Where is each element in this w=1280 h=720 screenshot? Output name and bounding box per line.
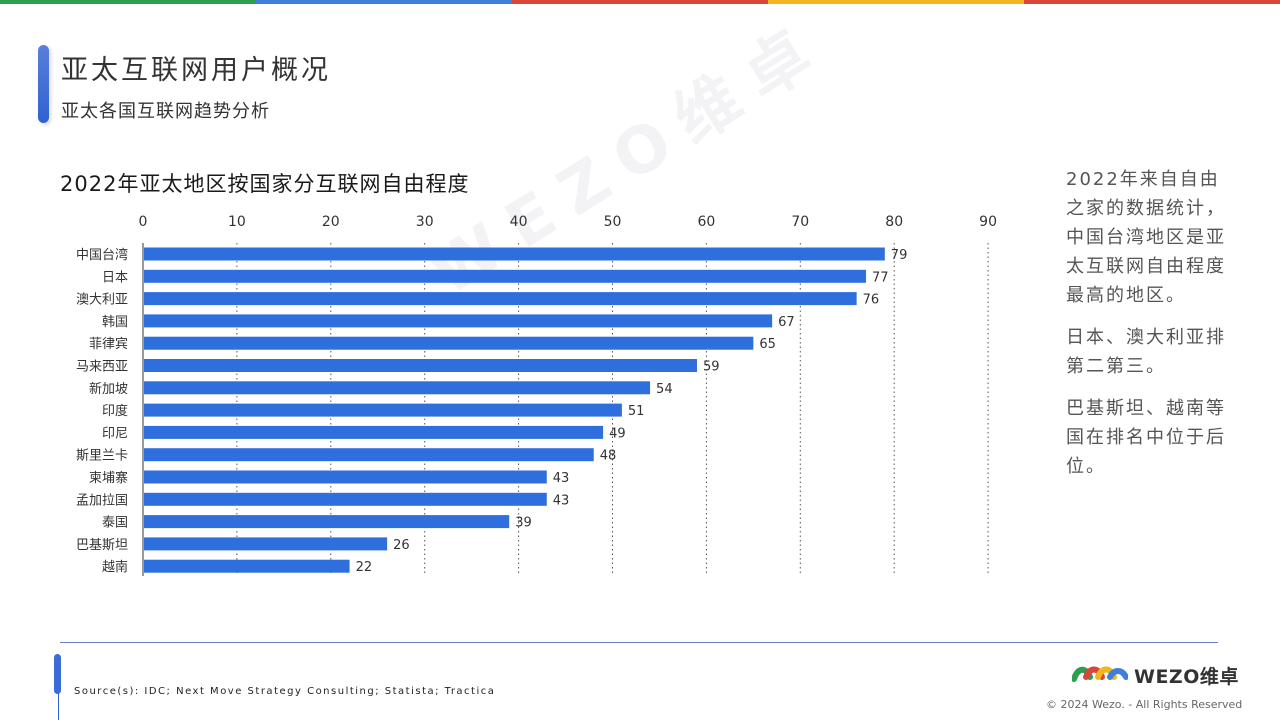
data-label: 65 bbox=[759, 337, 776, 352]
data-label: 39 bbox=[515, 516, 532, 531]
top-color-bar bbox=[0, 0, 1280, 4]
category-label: 澳大利亚 bbox=[76, 292, 128, 308]
bar bbox=[144, 537, 388, 551]
bar bbox=[144, 381, 651, 395]
page-title: 亚太互联网用户概况 bbox=[61, 55, 331, 86]
data-label: 43 bbox=[553, 471, 570, 486]
bar bbox=[144, 292, 857, 306]
category-label: 越南 bbox=[102, 559, 128, 575]
x-tick-label: 40 bbox=[510, 214, 528, 230]
x-tick-label: 80 bbox=[885, 214, 903, 230]
x-tick-label: 90 bbox=[979, 214, 997, 230]
category-label: 新加坡 bbox=[89, 381, 128, 397]
x-tick-label: 70 bbox=[791, 214, 809, 230]
source-note: Source(s): IDC; Next Move Strategy Consu… bbox=[74, 686, 496, 697]
bar bbox=[144, 269, 867, 283]
wezo-logo: WEZO维卓 bbox=[1072, 662, 1239, 689]
wezo-logo-icon bbox=[1072, 666, 1128, 682]
bar bbox=[144, 403, 622, 417]
data-label: 77 bbox=[872, 270, 889, 285]
bar bbox=[144, 359, 698, 372]
page-subtitle: 亚太各国互联网趋势分析 bbox=[61, 101, 270, 122]
side-commentary: 2022年来自自由之家的数据统计，中国台湾地区是亚太互联网自由程度最高的地区。 … bbox=[1066, 165, 1236, 494]
data-label: 43 bbox=[553, 493, 570, 508]
title-accent-bar bbox=[38, 45, 49, 123]
bar bbox=[144, 448, 594, 462]
category-label: 斯里兰卡 bbox=[76, 449, 128, 464]
category-label: 柬埔寨 bbox=[89, 470, 128, 486]
chart-title: 2022年亚太地区按国家分互联网自由程度 bbox=[60, 172, 470, 196]
category-label: 印尼 bbox=[102, 426, 128, 441]
bar bbox=[144, 470, 547, 484]
data-label: 59 bbox=[703, 360, 720, 375]
data-label: 54 bbox=[656, 382, 673, 397]
data-label: 48 bbox=[600, 449, 617, 464]
x-tick-label: 60 bbox=[697, 214, 715, 230]
logo-text: WEZO维卓 bbox=[1134, 666, 1239, 688]
data-label: 79 bbox=[891, 248, 908, 263]
category-label: 日本 bbox=[102, 270, 128, 285]
category-label: 孟加拉国 bbox=[76, 493, 128, 508]
data-label: 22 bbox=[356, 560, 373, 575]
data-label: 49 bbox=[609, 426, 626, 441]
x-tick-label: 0 bbox=[139, 214, 148, 230]
category-label: 印度 bbox=[102, 403, 128, 419]
bar bbox=[144, 515, 510, 529]
x-tick-label: 30 bbox=[416, 214, 434, 230]
bar bbox=[144, 336, 754, 350]
footer-accent-bar bbox=[54, 654, 61, 694]
category-label: 马来西亚 bbox=[76, 360, 128, 375]
data-label: 76 bbox=[863, 293, 880, 308]
footer-vertical-line bbox=[58, 670, 59, 720]
bar bbox=[144, 425, 604, 439]
top-color-segment bbox=[512, 0, 768, 4]
category-label: 韩国 bbox=[102, 315, 128, 330]
top-color-segment bbox=[1024, 0, 1280, 4]
top-color-segment bbox=[256, 0, 512, 4]
bar bbox=[144, 492, 547, 506]
copyright: © 2024 Wezo. - All Rights Reserved bbox=[1046, 698, 1243, 711]
bar bbox=[144, 559, 350, 573]
data-label: 26 bbox=[393, 538, 410, 553]
top-color-segment bbox=[768, 0, 1024, 4]
bar bbox=[144, 247, 885, 261]
top-color-segment bbox=[0, 0, 256, 4]
category-label: 菲律宾 bbox=[89, 336, 128, 352]
category-label: 泰国 bbox=[102, 516, 128, 531]
commentary-paragraph-3: 巴基斯坦、越南等国在排名中位于后位。 bbox=[1066, 398, 1226, 477]
commentary-paragraph-1: 2022年来自自由之家的数据统计，中国台湾地区是亚太互联网自由程度最高的地区。 bbox=[1066, 169, 1226, 306]
bar bbox=[144, 314, 773, 328]
x-tick-label: 20 bbox=[322, 214, 340, 230]
x-tick-label: 50 bbox=[604, 214, 622, 230]
data-label: 51 bbox=[628, 404, 645, 419]
footer-divider bbox=[60, 642, 1218, 643]
x-tick-label: 10 bbox=[228, 214, 246, 230]
commentary-paragraph-2: 日本、澳大利亚排第二第三。 bbox=[1066, 327, 1226, 377]
category-label: 中国台湾 bbox=[76, 247, 128, 263]
category-label: 巴基斯坦 bbox=[76, 538, 128, 553]
data-label: 67 bbox=[778, 315, 795, 330]
